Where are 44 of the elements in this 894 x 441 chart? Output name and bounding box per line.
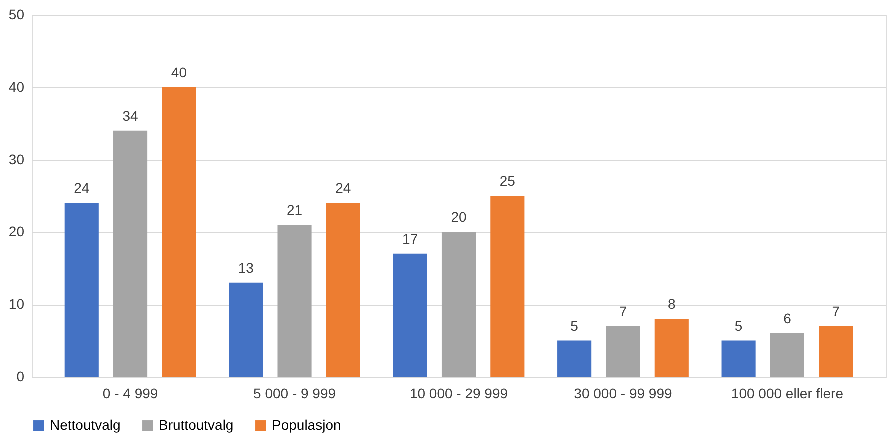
y-tick-label: 10: [8, 296, 25, 312]
bar: [490, 196, 525, 377]
x-tick-label: 0 - 4 999: [102, 386, 158, 402]
data-label: 5: [570, 318, 579, 334]
legend-label: Bruttoutvalg: [159, 417, 234, 433]
data-label: 13: [238, 260, 254, 276]
bar: [326, 203, 360, 377]
data-label: 5: [734, 318, 743, 334]
legend-label: Nettoutvalg: [50, 417, 121, 433]
bar: [722, 340, 756, 377]
bar: [654, 319, 689, 377]
x-tick-label: 10 000 - 29 999: [410, 386, 508, 402]
data-label: 20: [451, 209, 467, 226]
data-label: 24: [74, 180, 90, 196]
y-tick-label: 40: [8, 78, 25, 95]
x-tick-label: 5 000 - 9 999: [254, 386, 336, 402]
bar: [606, 326, 640, 377]
bar: [393, 254, 428, 377]
bar: [229, 282, 264, 377]
bar: [162, 87, 196, 377]
data-label: 7: [832, 303, 840, 320]
bar: [770, 334, 804, 377]
data-label: 21: [286, 202, 303, 218]
data-label: 6: [784, 310, 792, 327]
bar: [64, 203, 99, 377]
data-label: 8: [668, 296, 676, 312]
y-tick-label: 30: [8, 151, 25, 168]
legend-label: Populasjon: [272, 417, 342, 433]
data-label: 40: [171, 64, 188, 80]
y-tick-label: 20: [8, 224, 25, 240]
data-label: 24: [336, 180, 352, 196]
bar: [278, 224, 312, 377]
data-label: 34: [122, 108, 139, 124]
bar: [558, 340, 592, 377]
data-label: 17: [402, 230, 418, 247]
bar: [819, 326, 854, 377]
x-tick-label: 100 000 eller flere: [731, 386, 844, 402]
bar: [114, 130, 148, 377]
y-tick-label: 50: [8, 6, 25, 22]
data-label: 25: [500, 173, 516, 189]
x-tick-label: 30 000 - 99 999: [574, 386, 672, 402]
data-label: 7: [619, 303, 628, 320]
y-tick-label: 0: [16, 368, 25, 384]
bar: [442, 232, 476, 377]
